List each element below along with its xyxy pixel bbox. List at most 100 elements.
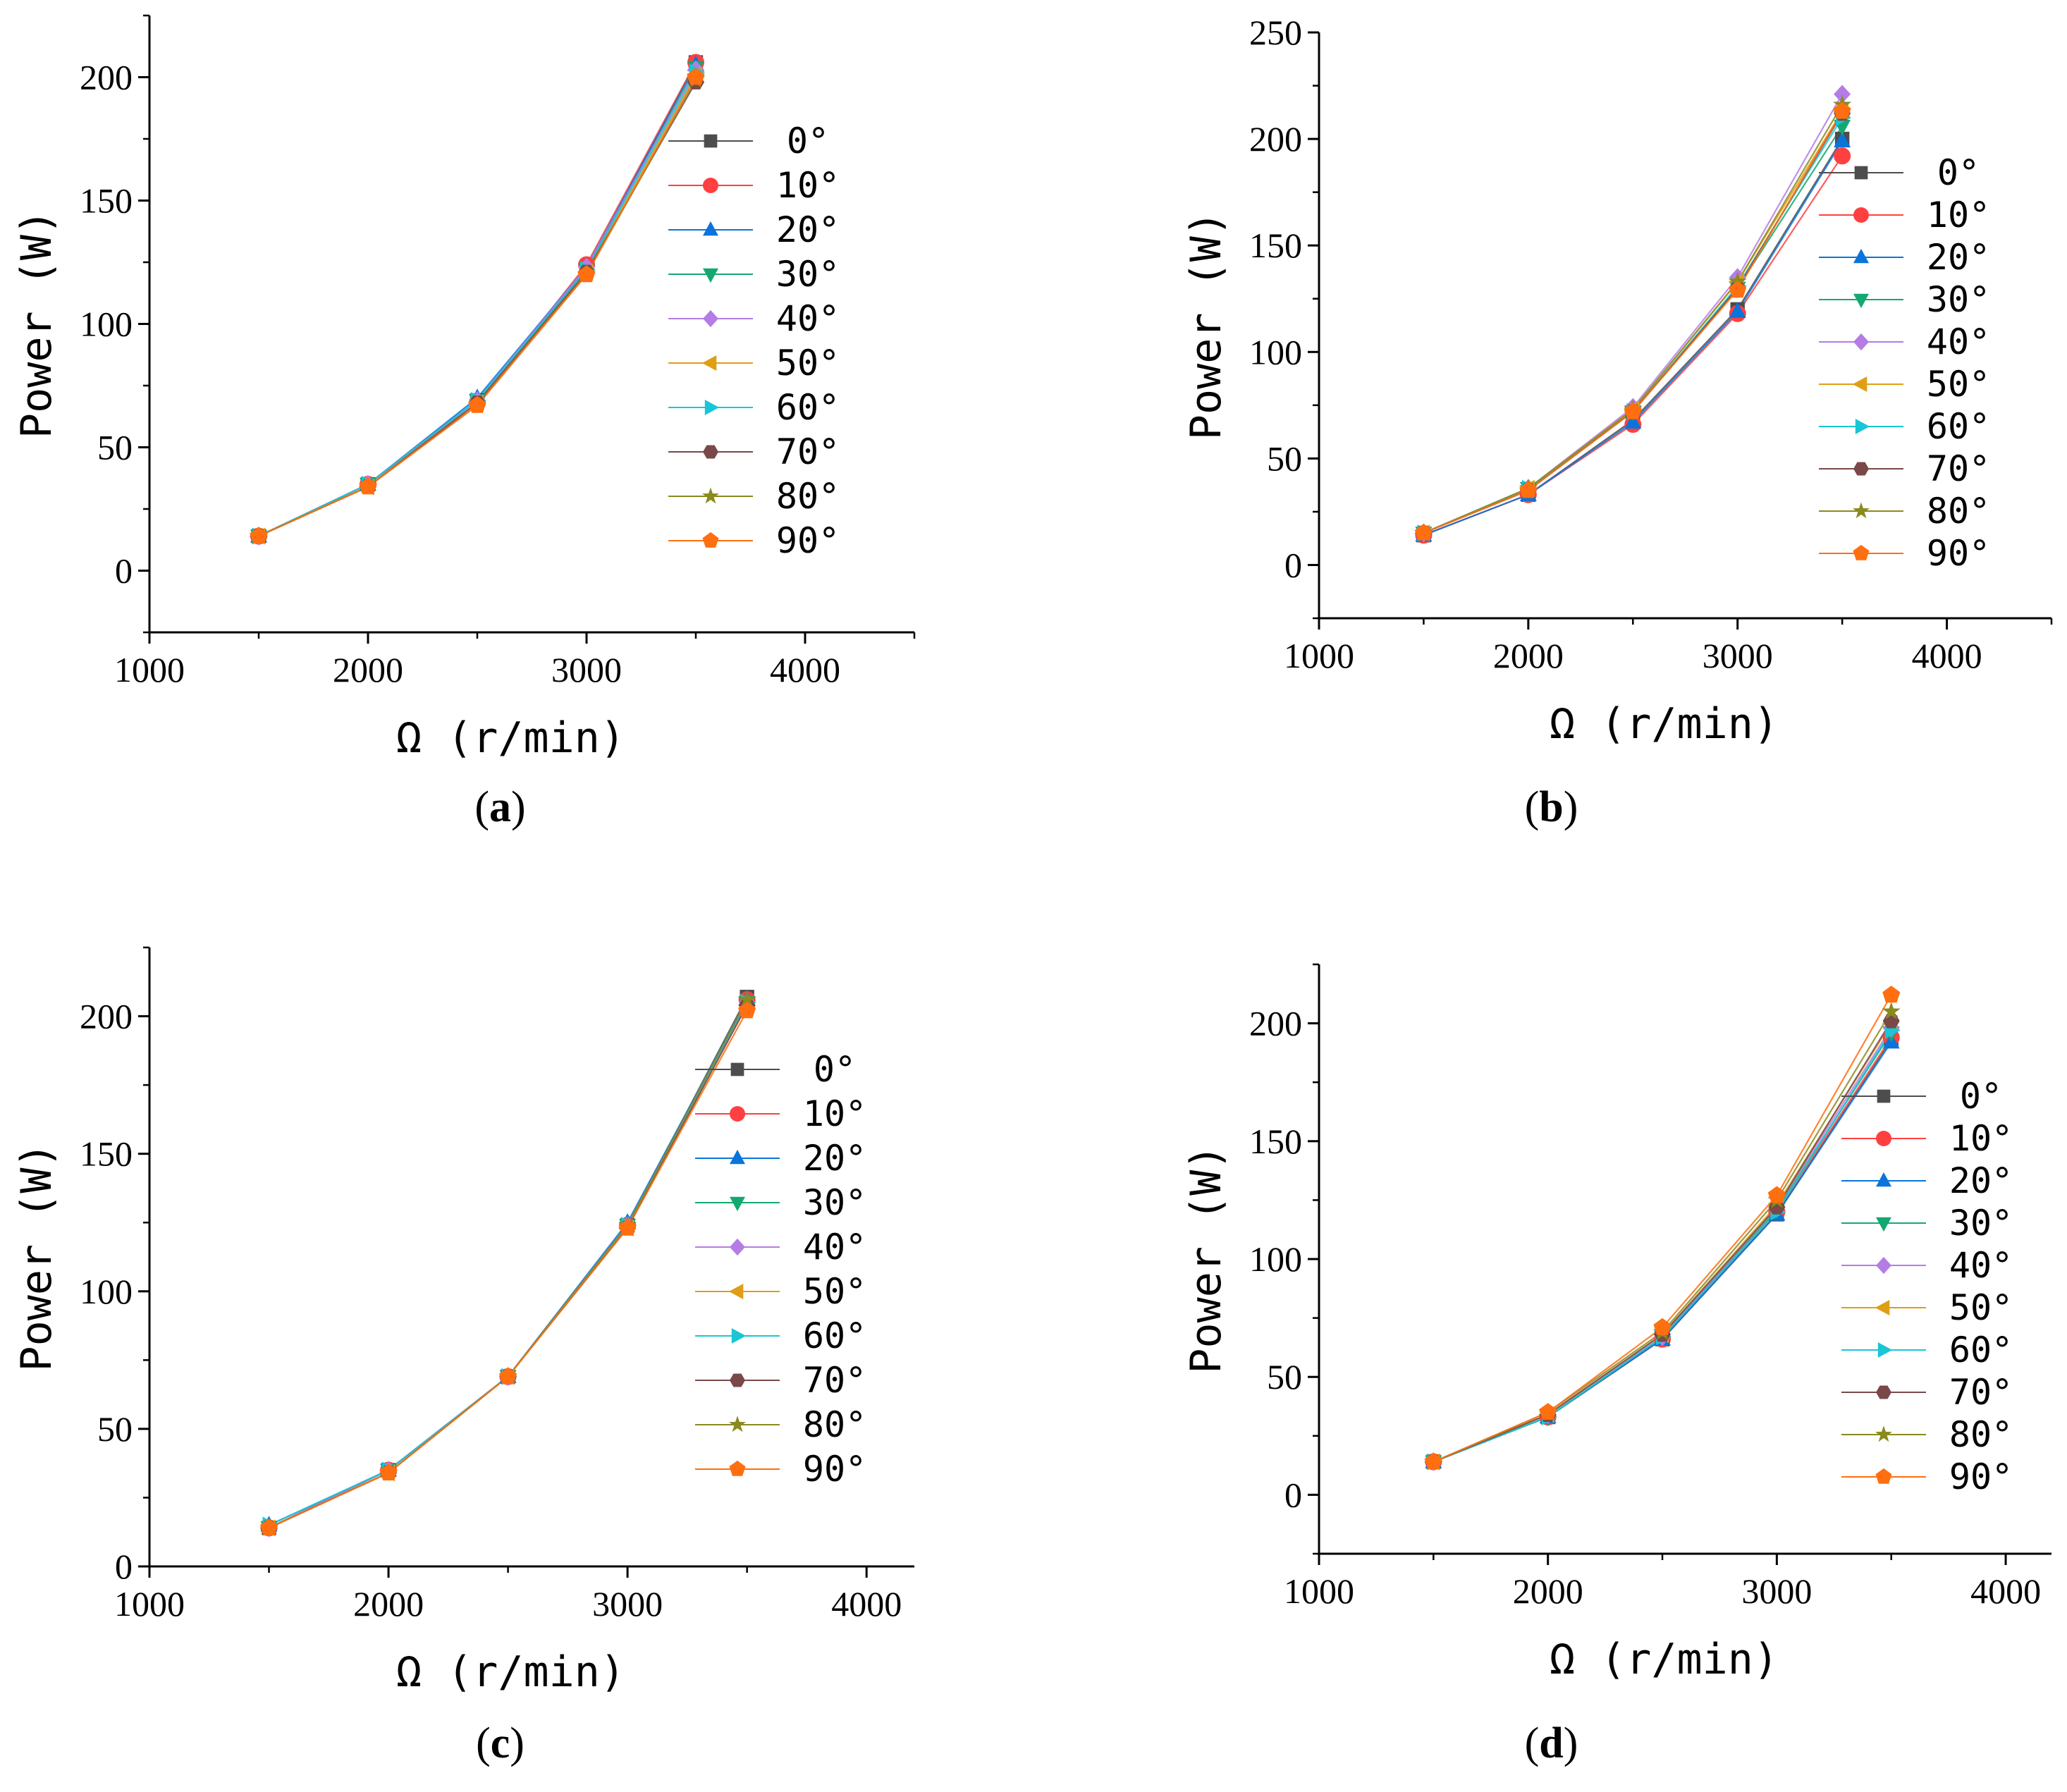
series-line-20deg	[269, 999, 748, 1526]
x-axis-title: Ω (r/min)	[1550, 1635, 1779, 1684]
series-line-40deg	[258, 69, 697, 537]
y-tick-label: 50	[1267, 1357, 1302, 1397]
panel-a: 1000 2000 3000 4000 0 50 100 150 200 Ω (r/min) Pow…	[12, 14, 916, 831]
panel-letter: b	[1539, 783, 1563, 831]
data-point	[379, 1463, 398, 1480]
data-point	[499, 1367, 517, 1385]
data-point	[1539, 1403, 1557, 1420]
legend-marker	[703, 445, 718, 459]
y-axis-title: Power (W)	[1182, 211, 1231, 440]
y-tick-label: 150	[80, 1134, 133, 1174]
legend-label: 80°	[776, 476, 840, 517]
series-line-60deg	[258, 71, 697, 537]
y-tick-label: 100	[1249, 1239, 1302, 1279]
data-point	[1728, 271, 1747, 290]
legend-marker	[730, 1149, 745, 1165]
y-tick-label: 150	[1249, 226, 1302, 265]
series-line-70deg	[269, 1005, 748, 1529]
legend-marker	[703, 268, 718, 283]
data-point	[1767, 1186, 1786, 1203]
legend-label: 90°	[1927, 533, 1990, 574]
legend-marker	[1875, 1468, 1892, 1484]
data-point	[737, 990, 756, 1008]
legend-marker	[1876, 1131, 1891, 1146]
legend-marker	[1875, 1300, 1890, 1315]
x-tick-label: 1000	[114, 650, 185, 689]
series-line-80deg	[258, 79, 697, 537]
legend-label: 30°	[1949, 1203, 2013, 1244]
panel-b: 1000 2000 3000 4000 0 50 100 150 200 250 Ω (r/min)…	[1182, 13, 2053, 831]
legend-marker	[702, 487, 719, 504]
legend-marker	[1853, 502, 1870, 519]
legend-label: 60°	[803, 1315, 866, 1356]
data-point	[1834, 131, 1851, 148]
x-axis-title: Ω (r/min)	[396, 1647, 625, 1697]
legend-label: 80°	[1927, 491, 1990, 532]
series-line-30deg	[1423, 125, 1844, 534]
series-line-80deg	[1423, 104, 1844, 534]
panel-letter: c	[491, 1719, 510, 1767]
data-point	[1882, 986, 1901, 1003]
series-line-60deg	[269, 1002, 748, 1526]
series-line-40deg	[1423, 94, 1844, 534]
series-line-50deg	[1423, 111, 1844, 534]
legend-marker	[730, 1238, 745, 1256]
y-tick-label: 50	[97, 428, 133, 467]
series-line-0deg	[1433, 1039, 1892, 1463]
legend-marker	[704, 134, 718, 148]
legend-label: 90°	[776, 520, 840, 561]
series-line-50deg	[269, 1005, 748, 1529]
legend: 0°10°20°30°40°50°60°70°80°90°	[695, 1049, 866, 1490]
x-tick-label: 1000	[114, 1584, 185, 1624]
data-point	[1653, 1318, 1672, 1335]
y-tick-label: 0	[1284, 545, 1302, 584]
legend-marker	[1852, 376, 1867, 392]
y-axis-title: Power (W)	[12, 209, 61, 438]
x-tick-label: 2000	[353, 1584, 424, 1624]
series-line-90deg	[1433, 994, 1892, 1463]
series-line-80deg	[1433, 1011, 1892, 1463]
legend-label: 0°	[1937, 152, 1980, 193]
legend-label: 70°	[1949, 1372, 2013, 1413]
legend-label: 10°	[776, 165, 840, 206]
y-tick-label: 100	[80, 305, 133, 344]
legend-label: 20°	[1927, 237, 1990, 278]
data-point	[1882, 1002, 1901, 1019]
y-tick-label: 250	[1249, 13, 1302, 52]
legend-marker	[729, 1460, 746, 1476]
series-line-0deg	[269, 996, 748, 1529]
series-line-30deg	[1433, 1032, 1892, 1463]
y-tick-label: 0	[115, 551, 133, 591]
legend-label: 20°	[1949, 1160, 2013, 1201]
legend-marker	[728, 1284, 744, 1299]
legend-marker	[1876, 1172, 1891, 1187]
legend-marker	[1853, 293, 1869, 309]
legend-marker	[1853, 248, 1869, 264]
legend-label: 60°	[776, 387, 840, 428]
data-point	[359, 477, 377, 495]
data-point	[1729, 302, 1746, 318]
y-tick-label: 0	[115, 1547, 133, 1586]
legend-marker	[1876, 1256, 1891, 1275]
legend-label: 80°	[803, 1404, 866, 1445]
data-point	[687, 68, 705, 85]
legend: 0°10°20°30°40°50°60°70°80°90°	[1819, 152, 1990, 574]
legend-label: 30°	[1927, 279, 1990, 320]
series-line-20deg	[258, 64, 697, 537]
legend-label: 40°	[1927, 321, 1990, 362]
legend-label: 60°	[1949, 1330, 2013, 1370]
legend-marker	[1855, 419, 1870, 434]
series-line-30deg	[258, 66, 697, 537]
legend-label: 50°	[1949, 1287, 2013, 1328]
legend-marker	[1853, 207, 1869, 223]
series-line-10deg	[258, 61, 697, 537]
legend-label: 50°	[1927, 364, 1990, 405]
legend-marker	[703, 178, 718, 193]
series-line-20deg	[1423, 140, 1844, 536]
panel-label: (d)	[1525, 1719, 1578, 1767]
y-axis-title: Power (W)	[12, 1142, 61, 1371]
series-line-60deg	[1423, 117, 1844, 534]
y-tick-label: 50	[97, 1409, 133, 1449]
panel-d: 1000 2000 3000 4000 0 50 100 150 200 Ω (r/min) Pow…	[1182, 963, 2051, 1767]
series-line-0deg	[258, 61, 697, 537]
